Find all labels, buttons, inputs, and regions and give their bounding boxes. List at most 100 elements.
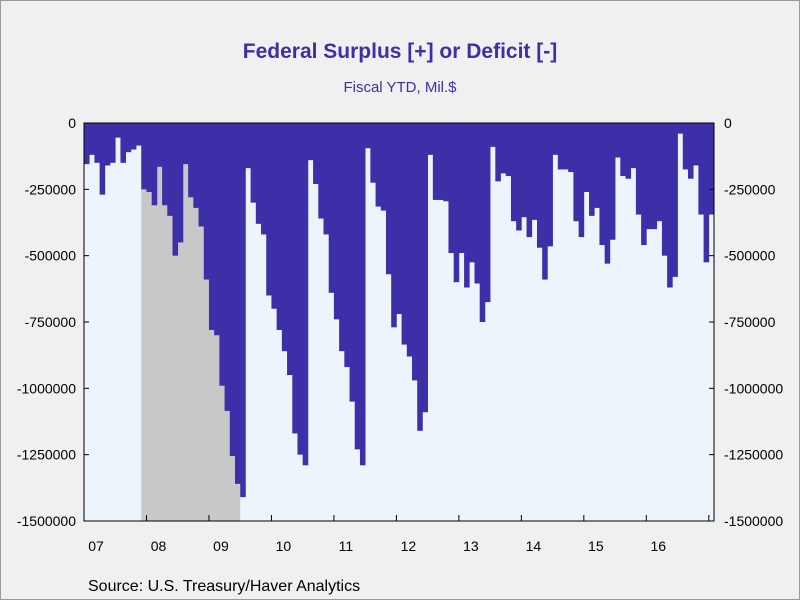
bar	[693, 123, 699, 166]
bar	[380, 123, 387, 211]
y-tick-label-right: -1000000	[724, 380, 783, 396]
x-tick-label: 12	[401, 538, 417, 554]
bar	[193, 123, 199, 208]
bar	[172, 123, 179, 256]
bar	[307, 123, 314, 161]
bar	[453, 123, 460, 283]
bar	[120, 123, 127, 163]
bar	[604, 123, 611, 264]
y-tick-label-right: -500000	[724, 248, 776, 264]
bar	[255, 123, 262, 224]
bar	[188, 123, 194, 198]
bar	[339, 123, 345, 352]
bar	[333, 123, 340, 320]
bar	[516, 123, 522, 231]
y-tick-label-right: -250000	[724, 181, 776, 197]
y-tick-label-left: 0	[68, 115, 76, 131]
bar	[682, 123, 689, 170]
bar	[234, 123, 241, 484]
bar	[641, 123, 647, 246]
bar	[250, 123, 257, 203]
bar	[490, 123, 496, 147]
bar	[396, 123, 402, 315]
bar	[292, 123, 298, 434]
bar	[302, 123, 309, 466]
bar	[281, 123, 288, 352]
bar	[146, 123, 153, 192]
x-tick-label: 13	[463, 538, 479, 554]
x-tick-label: 14	[526, 538, 542, 554]
bar	[375, 123, 382, 207]
y-tick-label-right: -1500000	[724, 513, 783, 529]
bar	[594, 123, 600, 208]
bar	[557, 123, 564, 170]
bar	[495, 123, 501, 182]
bar	[240, 123, 246, 498]
y-tick-label-left: -750000	[25, 314, 77, 330]
bar	[667, 123, 673, 288]
bar	[354, 123, 361, 450]
bar	[297, 123, 304, 455]
bar	[672, 123, 678, 277]
bar	[344, 123, 350, 368]
bar	[583, 123, 590, 192]
bar	[578, 123, 585, 238]
bar	[432, 123, 439, 200]
bar	[224, 123, 231, 411]
bar	[271, 123, 277, 309]
x-tick-label: 08	[151, 538, 167, 554]
y-tick-label-left: -1000000	[17, 380, 76, 396]
bar	[162, 123, 168, 206]
bar	[99, 123, 106, 195]
bar	[563, 123, 569, 170]
y-tick-label-left: -500000	[25, 248, 77, 264]
bar	[266, 123, 272, 296]
bar	[474, 123, 481, 284]
axis-ticks	[83, 122, 714, 522]
bar	[568, 123, 574, 173]
bar	[125, 123, 132, 153]
bar	[427, 123, 434, 155]
bar	[141, 123, 147, 190]
bar	[219, 123, 225, 386]
bar	[609, 123, 616, 240]
y-tick-label-right: 0	[724, 115, 732, 131]
bar	[84, 123, 90, 165]
bar	[365, 123, 371, 149]
bar	[94, 123, 100, 163]
bar	[552, 123, 559, 155]
x-tick-label: 07	[88, 538, 104, 554]
bar	[620, 123, 626, 177]
bar	[261, 123, 267, 235]
bar	[229, 123, 236, 456]
bar	[698, 123, 704, 215]
x-tick-label: 11	[339, 538, 354, 554]
bar	[635, 123, 642, 215]
y-tick-label-left: -1250000	[17, 447, 76, 463]
bar	[110, 123, 116, 163]
y-tick-label-right: -1250000	[724, 447, 783, 463]
bar	[677, 123, 684, 134]
bar	[328, 123, 335, 293]
bar	[130, 123, 137, 150]
bar	[479, 123, 486, 322]
chart-subtitle: Fiscal YTD, Mil.$	[343, 79, 457, 96]
bar	[589, 123, 595, 216]
bar	[208, 123, 215, 330]
bar	[630, 123, 637, 169]
bar	[151, 123, 158, 206]
bar	[687, 123, 694, 179]
bar	[177, 123, 184, 243]
bar	[89, 123, 95, 155]
bar	[661, 123, 668, 256]
bar-series	[84, 123, 715, 498]
bar	[703, 123, 710, 263]
bar	[656, 123, 663, 222]
y-tick-label-left: -1500000	[17, 513, 76, 529]
bar	[469, 123, 475, 263]
bar	[510, 123, 517, 222]
bar	[156, 123, 163, 167]
bar	[438, 123, 444, 200]
bar	[318, 123, 324, 219]
bar	[412, 123, 418, 381]
